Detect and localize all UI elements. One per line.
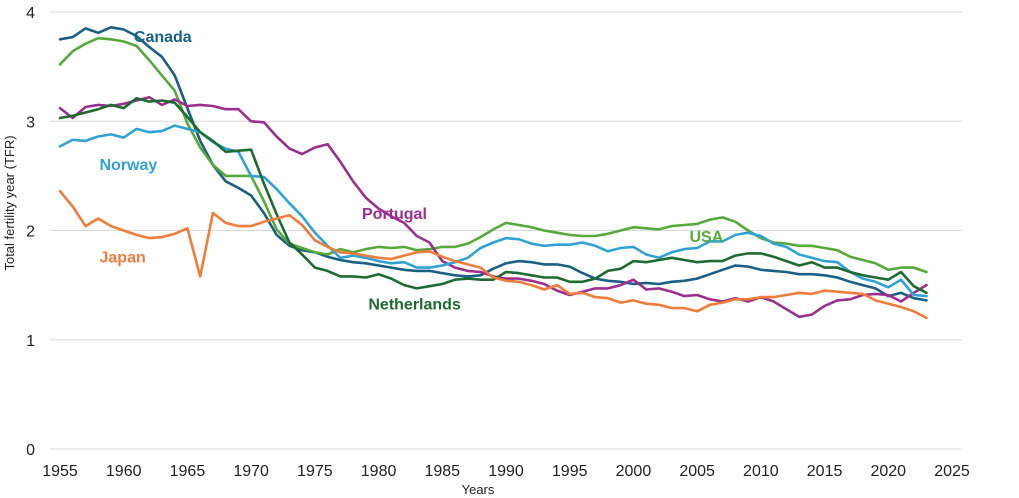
x-tick-label: 2015 <box>807 463 843 480</box>
x-tick-label: 2000 <box>616 463 652 480</box>
x-tick-label: 2005 <box>679 463 715 480</box>
x-tick-label: 1985 <box>424 463 460 480</box>
y-tick-label: 2 <box>26 224 35 241</box>
series-line-netherlands <box>58 97 928 295</box>
series-label-netherlands: Netherlands <box>368 297 461 314</box>
series-label-japan: Japan <box>100 250 146 267</box>
series-label-usa: USA <box>689 229 723 246</box>
x-tick-label: 1960 <box>106 463 142 480</box>
series-line-norway <box>58 124 928 298</box>
y-tick-label: 3 <box>26 114 35 131</box>
x-tick-label: 2020 <box>870 463 906 480</box>
y-tick-label: 4 <box>26 5 35 22</box>
y-axis-label: Total fertility year (TFR) <box>2 135 17 270</box>
series-line-usa <box>58 36 928 274</box>
series-labels: Canada Norway Portugal USA Japan Netherlands <box>100 29 724 314</box>
series-label-canada: Canada <box>134 29 192 46</box>
y-axis-ticks: 0 1 2 3 4 <box>26 5 35 459</box>
x-axis-label: Years <box>462 482 495 497</box>
x-tick-label: 1995 <box>552 463 588 480</box>
x-tick-label: 1975 <box>297 463 333 480</box>
y-tick-label: 0 <box>26 442 35 459</box>
x-tick-label: 2025 <box>934 463 970 480</box>
x-tick-label: 1980 <box>361 463 397 480</box>
x-axis-ticks: 1955 1960 1965 1970 1975 1980 1985 1990 1995 2000… <box>42 463 970 480</box>
series-label-portugal: Portugal <box>362 206 427 223</box>
x-tick-label: 1965 <box>170 463 206 480</box>
series-line-japan <box>58 189 928 320</box>
series-line-canada <box>58 26 928 302</box>
series-label-norway: Norway <box>100 157 158 174</box>
x-tick-label: 1990 <box>488 463 524 480</box>
x-tick-label: 1955 <box>42 463 78 480</box>
gridlines <box>50 11 962 450</box>
x-tick-label: 1970 <box>233 463 269 480</box>
series-lines <box>58 26 928 320</box>
x-tick-label: 2010 <box>743 463 779 480</box>
y-tick-label: 1 <box>26 333 35 350</box>
